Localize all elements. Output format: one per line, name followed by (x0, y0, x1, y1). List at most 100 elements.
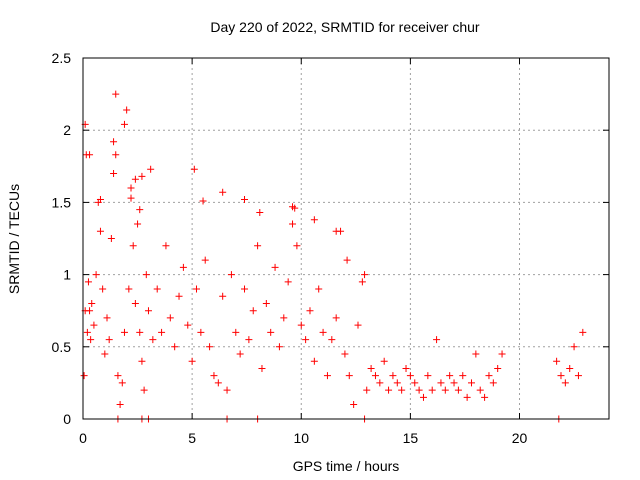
data-point (179, 263, 187, 271)
data-point (236, 350, 244, 358)
data-point (125, 285, 133, 293)
data-point (275, 343, 283, 351)
data-point (110, 138, 118, 146)
data-point (494, 364, 502, 372)
y-tick-label: 2.5 (52, 50, 72, 66)
data-point (86, 151, 94, 159)
y-axis-label: SRMTID / TECUs (6, 184, 22, 294)
data-point (210, 372, 218, 380)
data-point (566, 364, 574, 372)
data-point (131, 175, 139, 183)
data-point (476, 386, 484, 394)
x-tick-label: 5 (188, 430, 196, 446)
plot-frame (82, 57, 610, 420)
data-point (120, 328, 128, 336)
x-tick-label: 0 (79, 430, 87, 446)
data-point (241, 285, 249, 293)
data-point (297, 321, 305, 329)
data-point (149, 336, 157, 344)
y-tick-label: 0 (63, 411, 71, 427)
data-point (199, 197, 207, 205)
data-point (201, 256, 209, 264)
data-point (129, 242, 137, 250)
data-point (136, 206, 144, 214)
x-tick-label: 15 (403, 430, 419, 446)
data-point (433, 336, 441, 344)
data-point (315, 285, 323, 293)
data-point (175, 292, 183, 300)
data-point (428, 386, 436, 394)
data-point (120, 120, 128, 128)
data-point (166, 314, 174, 322)
data-point (343, 256, 351, 264)
y-tick-label: 0.5 (52, 339, 72, 355)
data-point (258, 364, 266, 372)
data-point (358, 278, 366, 286)
data-point (256, 209, 264, 217)
data-point (90, 321, 98, 329)
data-point (411, 379, 419, 387)
data-point (153, 285, 161, 293)
data-point (419, 393, 427, 401)
data-point (140, 386, 148, 394)
data-point (463, 393, 471, 401)
data-point (367, 364, 375, 372)
data-point (345, 372, 353, 380)
data-point (441, 386, 449, 394)
data-point (424, 372, 432, 380)
data-point (472, 350, 480, 358)
data-point (190, 165, 198, 173)
data-point (267, 328, 275, 336)
data-point (136, 328, 144, 336)
data-point (254, 242, 262, 250)
data-point (350, 401, 358, 409)
data-point (241, 196, 249, 204)
data-point (354, 321, 362, 329)
data-point (101, 350, 109, 358)
data-point (289, 220, 297, 228)
data-point (118, 379, 126, 387)
data-point (123, 106, 131, 114)
data-point (459, 372, 467, 380)
data-point (223, 386, 231, 394)
data-point (579, 328, 587, 336)
data-point (446, 372, 454, 380)
data-point (341, 350, 349, 358)
data-point (371, 372, 379, 380)
data-point (262, 299, 270, 307)
data-point (454, 386, 462, 394)
data-point (232, 328, 240, 336)
data-point (134, 220, 142, 228)
data-point (219, 292, 227, 300)
data-point (192, 285, 200, 293)
data-point (498, 350, 506, 358)
data-point (184, 321, 192, 329)
data-point (437, 379, 445, 387)
data-point (96, 227, 104, 235)
data-point (393, 379, 401, 387)
data-point (227, 271, 235, 279)
data-point (402, 364, 410, 372)
data-point (306, 307, 314, 315)
data-point (467, 379, 475, 387)
data-point (144, 307, 152, 315)
axis-ticks: 0 5 10 15 20 0 0.5 1 1.5 2 2.5 (52, 50, 609, 446)
data-point (171, 343, 179, 351)
data-point (107, 235, 115, 242)
data-point (574, 372, 582, 380)
data-point (332, 314, 340, 322)
data-point (105, 336, 113, 344)
data-point (127, 184, 135, 192)
data-point (415, 386, 423, 394)
data-points (80, 90, 587, 423)
data-point (88, 299, 96, 307)
data-point (84, 278, 92, 286)
data-point (302, 336, 310, 344)
data-point (114, 372, 122, 380)
y-tick-label: 1.5 (52, 194, 72, 210)
y-tick-label: 1 (63, 267, 71, 283)
data-point (147, 165, 155, 173)
data-point (197, 328, 205, 336)
data-point (127, 194, 135, 202)
data-point (398, 386, 406, 394)
